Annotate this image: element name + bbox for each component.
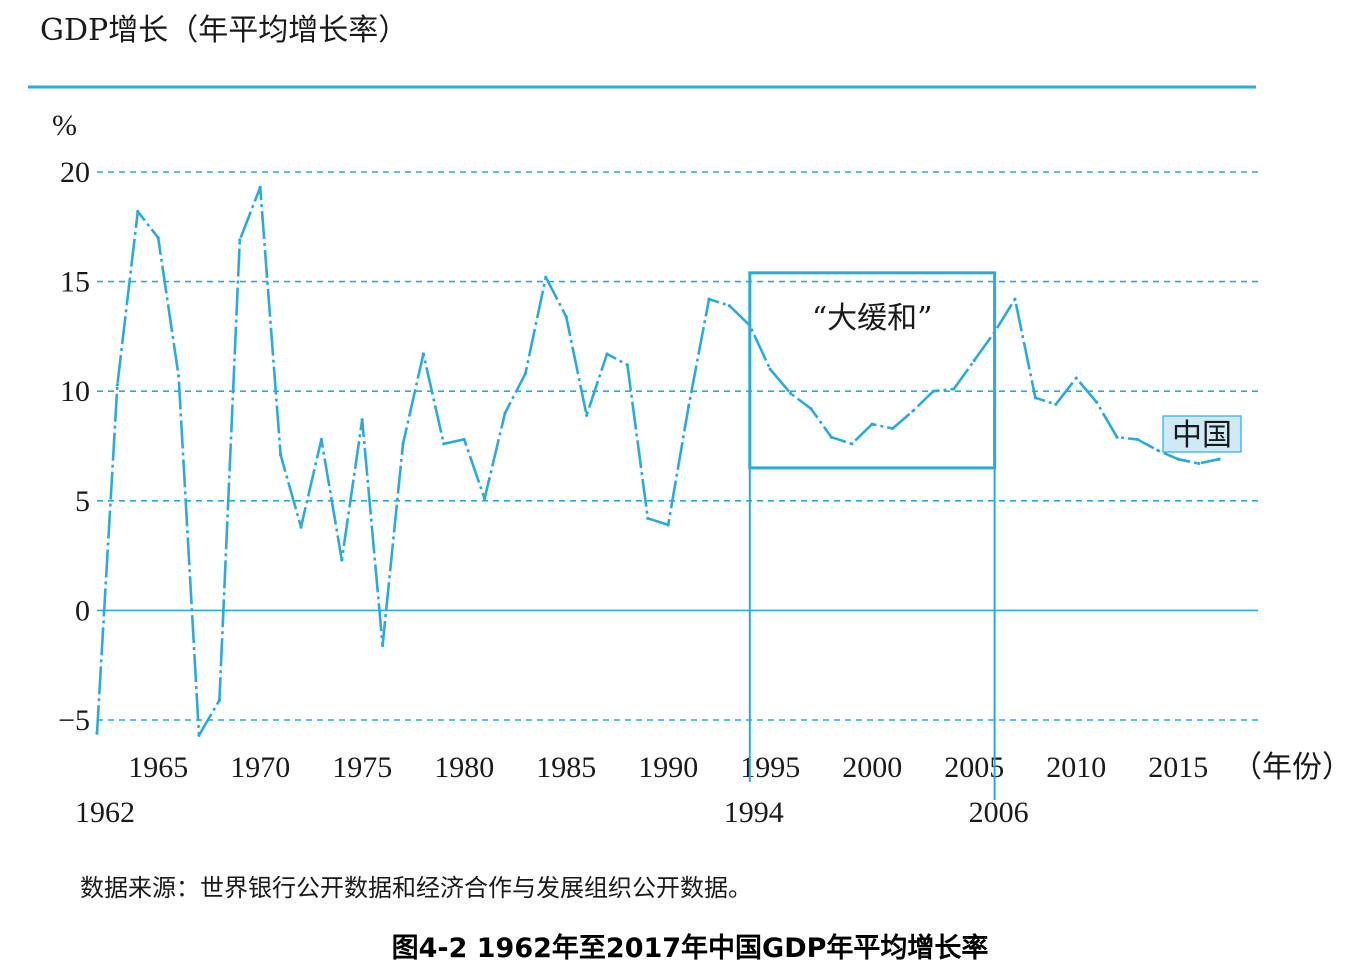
- data-point: [299, 525, 303, 529]
- data-point: [421, 352, 425, 356]
- data-point: [523, 372, 528, 376]
- data-point: [768, 367, 772, 371]
- data-point: [809, 407, 813, 411]
- data-point: [952, 387, 956, 391]
- data-point: [625, 363, 630, 367]
- data-point: [1217, 457, 1221, 461]
- data-point: [829, 435, 834, 439]
- data-point: [1135, 437, 1139, 442]
- data-point: [564, 315, 568, 319]
- x-tick-label-lower: 2006: [969, 796, 1029, 829]
- data-point: [891, 426, 895, 431]
- data-point: [319, 437, 323, 442]
- x-tick-label: 2000: [842, 751, 902, 784]
- x-tick-label: 1970: [230, 751, 290, 784]
- data-point: [217, 698, 221, 702]
- data-point: [442, 442, 446, 446]
- x-tick-label: 1990: [638, 751, 698, 784]
- x-unit-label: （年份）: [1232, 751, 1352, 784]
- data-point: [258, 185, 262, 189]
- data-point: [1074, 376, 1078, 380]
- y-tick-label: 0: [75, 594, 90, 627]
- data-point: [381, 643, 385, 648]
- data-point: [1176, 457, 1180, 461]
- data-point: [340, 558, 344, 562]
- x-tick-label: 1965: [128, 751, 188, 784]
- chart-header-title: GDP增长（年平均增长率）: [40, 13, 408, 48]
- x-tick-label: 2015: [1148, 751, 1208, 784]
- data-point: [156, 236, 160, 240]
- data-point: [850, 442, 854, 446]
- data-point: [1033, 396, 1037, 400]
- great-moderation-annotation: “大缓和”: [748, 271, 997, 800]
- data-point: [789, 391, 793, 395]
- y-axis-ticks: 20 15 10 5 0 −5: [58, 156, 90, 737]
- grid-lines: [97, 171, 1258, 721]
- data-point: [401, 442, 405, 446]
- data-point: [748, 323, 752, 328]
- x-tick-label-lower: 1962: [75, 796, 135, 829]
- y-tick-label: 10: [60, 375, 90, 408]
- data-point: [197, 733, 201, 737]
- annotation-box: [748, 271, 997, 470]
- data-point: [177, 374, 181, 378]
- data-point: [727, 304, 732, 308]
- annotation-label: “大缓和”: [812, 301, 933, 336]
- data-point: [1156, 448, 1160, 452]
- data-point: [666, 523, 670, 527]
- series-china: [95, 185, 1221, 737]
- data-point: [1013, 297, 1017, 301]
- x-axis-ticks: 1965 1970 1975 1980 1985 1990 1995 2000 2005 2010…: [75, 751, 1208, 829]
- data-point: [1197, 461, 1201, 466]
- data-point: [707, 297, 711, 301]
- y-tick-label: 5: [75, 485, 90, 518]
- data-point: [238, 238, 242, 242]
- legend-label-china: 中国: [1172, 418, 1232, 453]
- data-point: [503, 411, 507, 415]
- data-source-note: 数据来源：世界银行公开数据和经济合作与发展组织公开数据。: [80, 874, 752, 902]
- y-unit-label: %: [52, 109, 77, 142]
- data-point: [1054, 402, 1058, 406]
- figure-caption: 图4-2 1962年至2017年中国GDP年平均增长率: [392, 932, 989, 964]
- series-line-china: [95, 186, 1220, 737]
- x-tick-label-lower: 1994: [724, 796, 784, 829]
- data-point: [972, 358, 976, 363]
- data-point: [544, 275, 548, 279]
- legend: 中国: [1162, 415, 1242, 453]
- y-tick-label: 20: [60, 156, 90, 189]
- data-point: [870, 422, 874, 426]
- x-tick-label: 2010: [1046, 751, 1106, 784]
- data-point: [911, 409, 915, 413]
- data-point: [279, 453, 283, 457]
- x-tick-label: 1985: [536, 751, 596, 784]
- y-tick-label: −5: [58, 704, 90, 737]
- data-point: [360, 418, 364, 422]
- data-point: [931, 389, 936, 393]
- data-point: [462, 437, 466, 442]
- data-point: [136, 209, 140, 214]
- data-point: [115, 383, 119, 387]
- x-tick-label: 1975: [332, 751, 392, 784]
- data-point: [1095, 400, 1099, 404]
- data-point: [687, 404, 691, 409]
- data-point: [585, 413, 589, 417]
- x-tick-label: 1980: [434, 751, 494, 784]
- data-point: [483, 497, 487, 501]
- data-point: [95, 731, 99, 735]
- y-tick-label: 15: [60, 266, 90, 299]
- data-point: [1115, 435, 1119, 439]
- data-point: [605, 352, 609, 356]
- legend-box: [1162, 415, 1242, 453]
- data-point: [646, 516, 650, 520]
- data-point: [993, 330, 997, 334]
